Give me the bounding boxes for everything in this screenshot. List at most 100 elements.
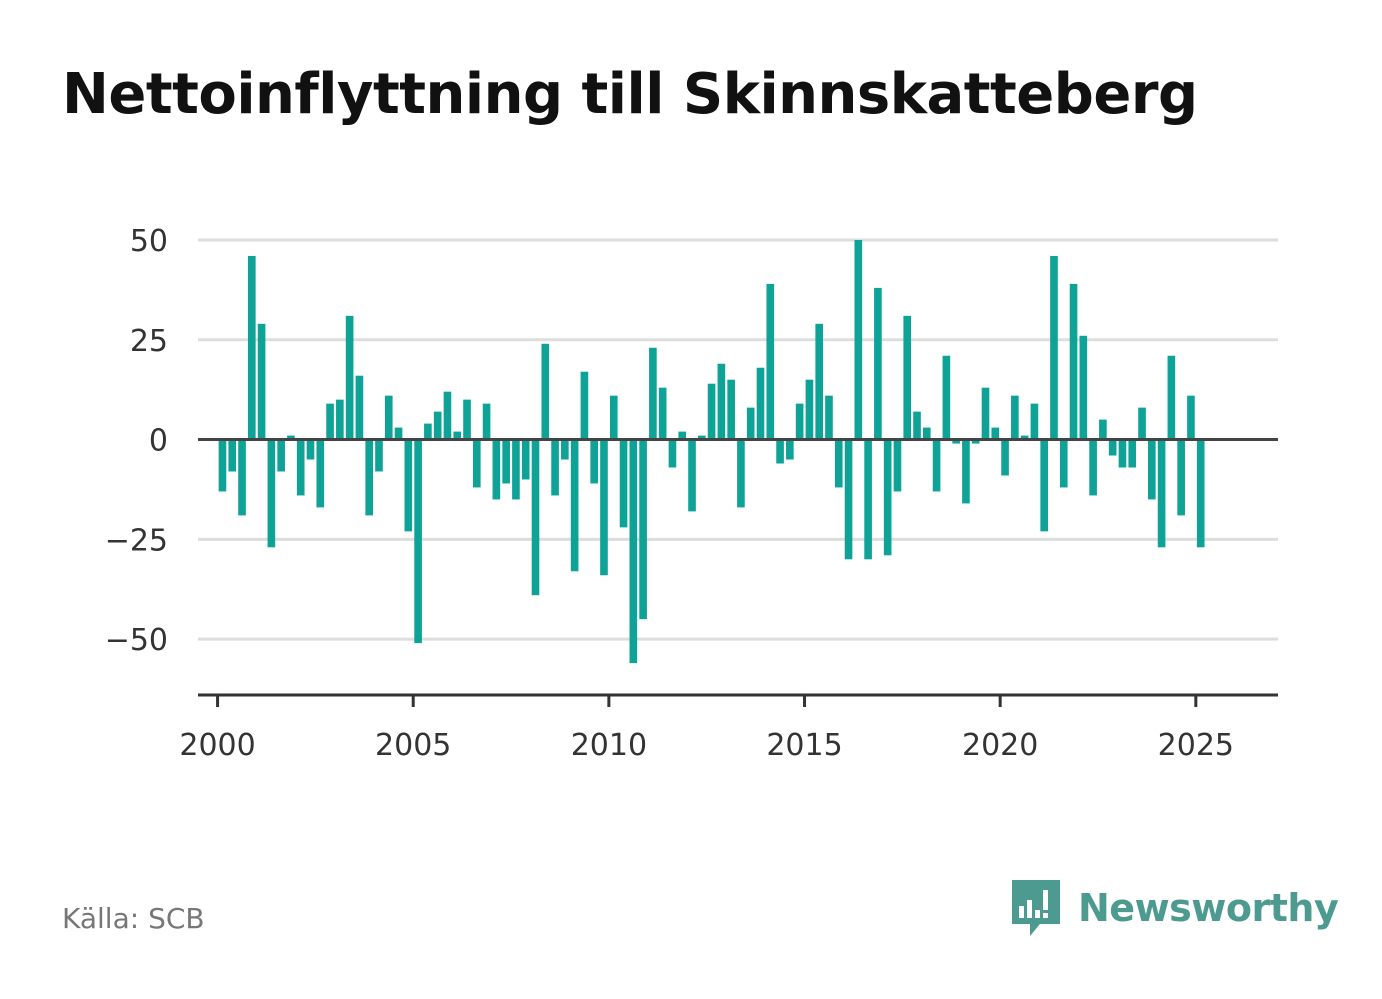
bar xyxy=(844,439,853,560)
bar xyxy=(384,395,393,440)
bar xyxy=(609,395,618,440)
bar xyxy=(776,439,784,464)
x-tick-label: 2000 xyxy=(179,728,255,763)
y-tick-label: −50 xyxy=(105,623,168,658)
bar xyxy=(786,439,794,460)
bar xyxy=(541,343,550,440)
y-tick-label: 25 xyxy=(130,324,168,359)
bar xyxy=(962,439,970,504)
y-tick-label: −25 xyxy=(105,523,168,558)
bar xyxy=(424,423,432,440)
bar xyxy=(688,439,696,512)
bar xyxy=(1001,439,1009,476)
chart-title: Nettoinflyttning till Skinnskatteberg xyxy=(62,62,1198,127)
bar xyxy=(1118,439,1127,468)
x-tick-label: 2005 xyxy=(375,728,451,763)
x-tick-label: 2015 xyxy=(766,728,842,763)
bar xyxy=(453,431,462,440)
bar xyxy=(883,439,892,556)
bar xyxy=(1167,355,1176,440)
bar xyxy=(795,403,804,440)
bar xyxy=(1157,439,1166,548)
bar xyxy=(1059,439,1068,488)
bar xyxy=(277,439,285,472)
bar xyxy=(375,439,383,472)
bar xyxy=(414,439,422,644)
brand-name: Newsworthy xyxy=(1078,886,1339,930)
bar xyxy=(1030,403,1039,440)
bar xyxy=(326,403,334,440)
bar xyxy=(365,439,374,516)
bar xyxy=(531,439,540,596)
bar xyxy=(443,391,452,440)
bar xyxy=(336,399,344,440)
bar xyxy=(561,439,569,460)
bar xyxy=(228,439,237,472)
bar xyxy=(717,363,726,440)
bar xyxy=(678,431,687,440)
bar xyxy=(482,403,491,440)
bar xyxy=(394,427,403,440)
bar xyxy=(991,427,1000,440)
bar xyxy=(580,371,589,440)
bar xyxy=(932,439,941,492)
bar xyxy=(893,439,902,492)
bar xyxy=(1040,439,1049,532)
x-tick-label: 2010 xyxy=(571,728,647,763)
bar xyxy=(551,439,559,496)
newsworthy-logo-icon xyxy=(1012,880,1060,936)
bar xyxy=(1079,335,1088,440)
bar xyxy=(815,323,824,440)
bar xyxy=(825,395,833,440)
bar xyxy=(864,439,872,560)
bar xyxy=(981,387,990,440)
bar xyxy=(316,439,325,508)
brand-logo[interactable]: Newsworthy xyxy=(1010,878,1339,938)
bar xyxy=(404,439,413,532)
bar xyxy=(472,439,481,488)
bar xyxy=(922,427,931,440)
bar xyxy=(306,439,315,460)
bar xyxy=(697,435,706,440)
bar xyxy=(512,439,520,500)
bar xyxy=(649,347,657,440)
bar xyxy=(463,399,471,440)
bar xyxy=(639,439,647,620)
bar xyxy=(756,367,765,440)
bar xyxy=(874,287,882,440)
bar xyxy=(345,315,354,440)
bar xyxy=(619,439,628,528)
x-tick-label: 2025 xyxy=(1158,728,1234,763)
bar xyxy=(834,439,843,488)
x-axis: 2000 2005 2010 2015 2020 2025 xyxy=(179,693,1278,763)
bar xyxy=(570,439,579,572)
source-label: Källa: SCB xyxy=(62,902,205,935)
bar xyxy=(600,439,608,576)
y-tick-label: 50 xyxy=(130,224,168,259)
bar xyxy=(218,439,227,492)
bar xyxy=(854,240,863,440)
bar xyxy=(257,323,266,440)
bar xyxy=(267,439,276,548)
bar xyxy=(903,315,912,440)
bar xyxy=(746,407,755,440)
bar xyxy=(1089,439,1097,496)
bar xyxy=(766,283,775,440)
bars xyxy=(218,240,1205,664)
bar xyxy=(658,387,667,440)
y-tick-label: 0 xyxy=(149,424,168,459)
bar xyxy=(1138,407,1146,440)
bar xyxy=(238,439,246,516)
bar xyxy=(1099,419,1107,440)
bar xyxy=(737,439,745,508)
bar xyxy=(668,439,677,468)
bar xyxy=(707,383,716,440)
bar xyxy=(502,439,510,484)
bar xyxy=(1128,439,1137,468)
bar xyxy=(1196,439,1205,548)
bar xyxy=(521,439,530,480)
bar xyxy=(247,255,256,440)
bar xyxy=(492,439,501,500)
bar xyxy=(1177,439,1185,516)
